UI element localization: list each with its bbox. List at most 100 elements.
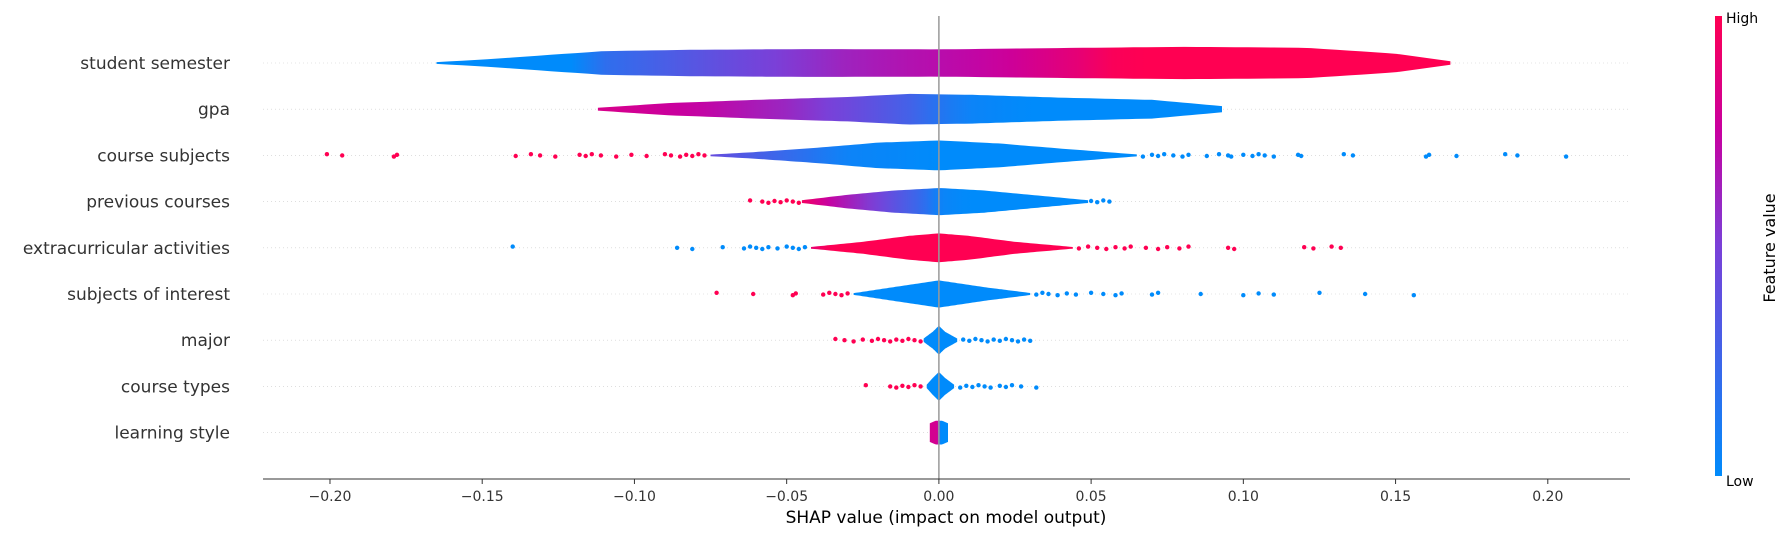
dot-course-subjects <box>684 152 689 157</box>
dot-course-subjects <box>553 154 558 159</box>
dot-subjects-of-interest <box>793 291 798 296</box>
dot-major <box>851 339 856 344</box>
dot-subjects-of-interest <box>833 291 838 297</box>
dot-course-types <box>888 384 893 389</box>
feature-label-learning-style: learning style <box>114 424 230 444</box>
dot-course-subjects <box>1229 154 1234 159</box>
dot-subjects-of-interest <box>845 291 850 296</box>
dot-subjects-of-interest <box>1046 291 1051 297</box>
dot-major <box>967 338 972 343</box>
dot-course-subjects <box>677 154 683 159</box>
dot-subjects-of-interest <box>1119 291 1124 296</box>
dot-major <box>979 338 984 343</box>
feature-label-student-semester: student semester <box>80 54 230 74</box>
feature-label-previous-courses: previous courses <box>86 193 230 213</box>
dot-extracurricular-activities <box>1165 245 1170 250</box>
dot-course-types <box>863 383 868 388</box>
dot-extracurricular-activities <box>796 246 801 252</box>
outlier-dots <box>324 152 1569 390</box>
x-tick-label: −0.15 <box>461 489 504 505</box>
dot-subjects-of-interest <box>1256 291 1261 296</box>
dot-course-types <box>976 383 981 388</box>
dot-course-subjects <box>1162 152 1167 157</box>
dot-extracurricular-activities <box>747 244 753 249</box>
dot-course-subjects <box>1149 152 1155 157</box>
dot-course-subjects <box>577 152 582 157</box>
dot-major <box>888 339 893 344</box>
colorbar-high-label: High <box>1726 11 1758 27</box>
x-tick-label: 0.20 <box>1532 489 1563 505</box>
dot-course-subjects <box>1563 154 1569 159</box>
dot-subjects-of-interest <box>1088 290 1094 295</box>
dot-extracurricular-activities <box>1329 244 1334 249</box>
dot-course-types <box>997 383 1002 388</box>
dot-course-subjects <box>589 152 594 157</box>
dot-course-subjects <box>1250 153 1255 159</box>
feature-label-course-subjects: course subjects <box>97 146 230 166</box>
dot-major <box>894 337 899 342</box>
dot-course-subjects <box>1256 152 1261 157</box>
dot-course-subjects <box>1515 153 1520 158</box>
dot-subjects-of-interest <box>1155 290 1161 295</box>
violin-student-semester <box>436 46 1451 80</box>
dot-extracurricular-activities <box>690 246 695 252</box>
dot-course-subjects <box>702 153 707 158</box>
dot-subjects-of-interest <box>714 290 719 295</box>
dot-major <box>842 338 847 343</box>
dot-previous-courses <box>1101 198 1106 203</box>
dot-subjects-of-interest <box>1064 291 1070 296</box>
dot-course-subjects <box>1271 154 1277 159</box>
dot-course-subjects <box>1262 153 1267 158</box>
dot-extracurricular-activities <box>1186 244 1191 249</box>
dot-course-subjects <box>696 152 701 157</box>
dot-major <box>881 338 887 343</box>
dot-major <box>1003 336 1009 342</box>
dot-extracurricular-activities <box>1155 246 1161 252</box>
dot-course-subjects <box>583 153 588 159</box>
dot-course-subjects <box>528 152 534 157</box>
dot-course-types <box>906 384 911 390</box>
dot-extracurricular-activities <box>674 245 680 250</box>
dot-course-subjects <box>1204 153 1210 159</box>
colorbar-title: Feature value <box>1760 193 1779 302</box>
dot-subjects-of-interest <box>751 291 756 297</box>
dot-major <box>973 336 978 342</box>
dot-course-subjects <box>629 152 634 157</box>
dot-major <box>1009 338 1015 343</box>
dot-course-subjects <box>668 153 674 158</box>
dot-subjects-of-interest <box>827 290 832 295</box>
dot-extracurricular-activities <box>1225 245 1231 250</box>
dot-course-subjects <box>1140 154 1146 159</box>
dot-course-types <box>1018 384 1024 389</box>
violins <box>436 46 1451 445</box>
dot-course-types <box>1003 384 1009 390</box>
dot-subjects-of-interest <box>1149 292 1155 297</box>
dot-course-subjects <box>1426 152 1432 157</box>
dot-major <box>860 337 865 342</box>
x-tick-label: 0.05 <box>1076 489 1107 505</box>
dot-course-subjects <box>394 152 400 157</box>
dot-course-subjects <box>690 153 695 159</box>
dot-subjects-of-interest <box>1101 291 1106 297</box>
dot-major <box>985 339 990 344</box>
colorbar-gradient <box>1715 16 1722 476</box>
dot-extracurricular-activities <box>720 245 725 250</box>
dot-subjects-of-interest <box>1073 292 1079 297</box>
violin-major <box>923 325 958 355</box>
dot-major <box>906 336 911 342</box>
dot-extracurricular-activities <box>1311 246 1316 251</box>
dot-subjects-of-interest <box>1317 290 1322 295</box>
dot-course-subjects <box>598 153 604 158</box>
dot-extracurricular-activities <box>510 244 515 249</box>
dot-extracurricular-activities <box>754 245 759 250</box>
dot-previous-courses <box>790 199 795 204</box>
dot-extracurricular-activities <box>760 246 765 252</box>
dot-course-subjects <box>1171 153 1176 158</box>
dot-extracurricular-activities <box>775 246 780 251</box>
dot-previous-courses <box>1107 199 1112 204</box>
dot-course-types <box>958 385 963 390</box>
dot-course-types <box>982 384 987 389</box>
dot-major <box>833 336 838 342</box>
colorbar: High Low Feature value <box>1715 11 1779 490</box>
